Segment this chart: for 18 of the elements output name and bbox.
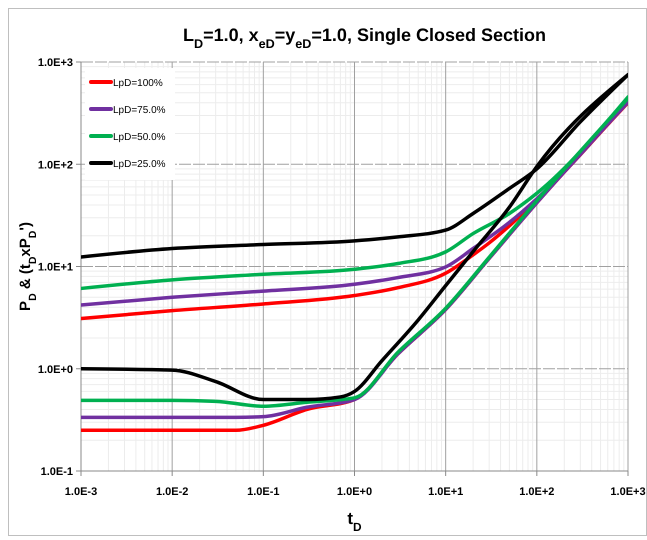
x-tick-label: 1.0E-1 [247,486,280,498]
x-axis-title: t$_{D}$ [347,509,362,534]
y-tick-label: 1.0E+2 [38,159,73,172]
legend-label: LpD=75.0% [113,105,166,116]
x-tick-label: 1.0E+1 [428,486,464,498]
y-tick-label: 1.0E+0 [38,364,73,376]
x-tick-label: 1.0E+0 [336,486,372,498]
x-tick-label: 1.0E-2 [156,486,188,498]
legend-label: LpD=100% [113,78,163,89]
x-tick-label: 1.0E-3 [64,486,98,498]
y-tick-label: 1.0E-1 [40,466,73,478]
y-tick-label: 1.0E+1 [38,262,73,274]
legend-label: LpD=25.0% [113,159,166,170]
y-tick-label: 1.0E+3 [38,57,73,69]
chart-title: L$_{D}$=1.0, x$_{eD}$=y$_{eD}$=1.0, Single Closed Section [183,25,546,51]
x-tick-label: 1.0E+2 [519,486,554,498]
x-tick-label: 1.0E+3 [610,486,646,498]
legend-label: LpD=50.0% [113,132,166,143]
